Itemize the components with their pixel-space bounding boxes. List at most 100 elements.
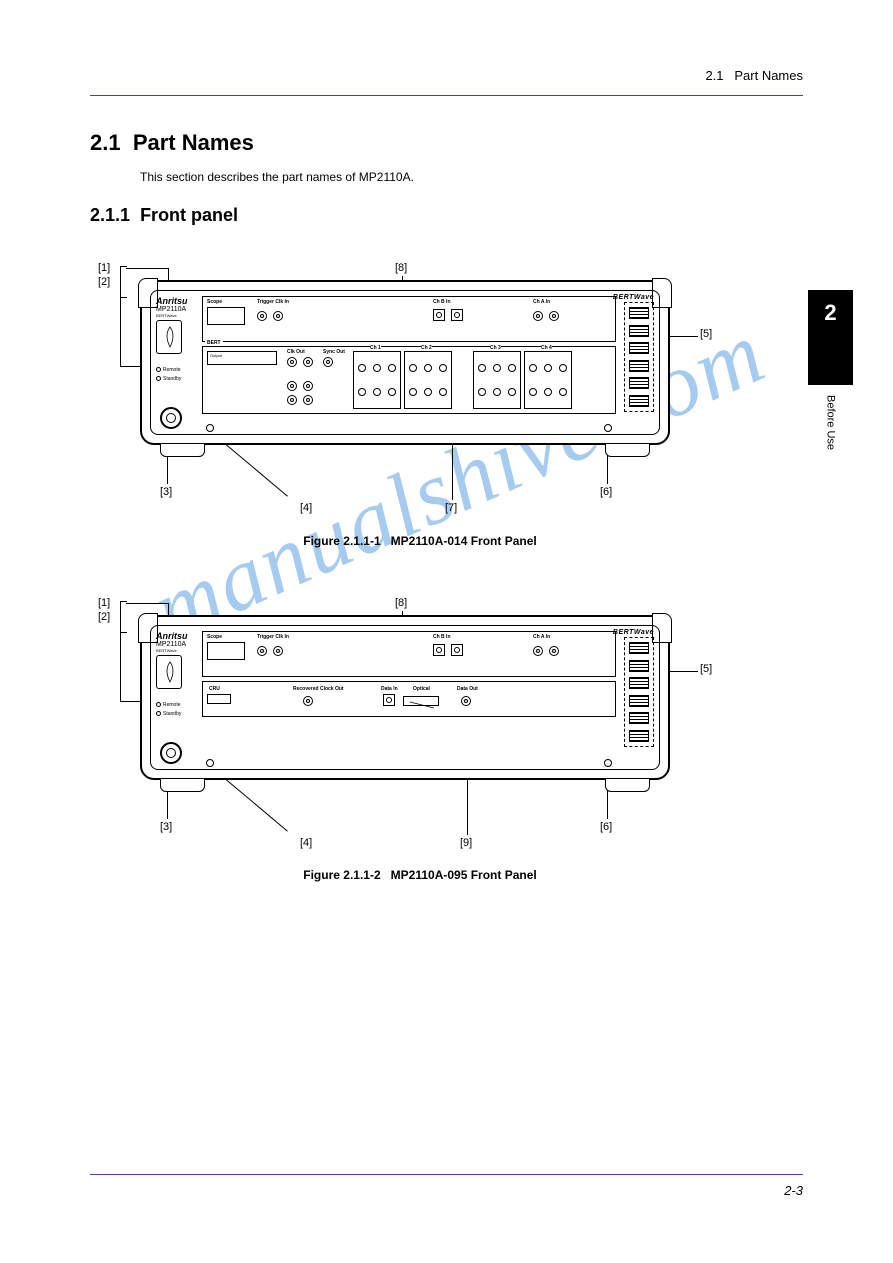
conn-trig2b[interactable] xyxy=(273,646,283,656)
recov-label: Recovered Clock Out xyxy=(293,686,344,692)
usb-port-2[interactable] xyxy=(629,325,649,337)
chb-in2-b[interactable] xyxy=(451,644,463,656)
foot-right2 xyxy=(605,778,650,792)
trigger-label: Trigger Clk In xyxy=(257,299,289,305)
ch3: Ch 3 xyxy=(490,345,501,351)
cha-in2b[interactable] xyxy=(549,646,559,656)
fig2-caption: Figure 2.1.1-2 MP2110A-095 Front Panel xyxy=(140,868,700,882)
din1[interactable] xyxy=(287,395,297,405)
cha-in1b[interactable] xyxy=(533,646,543,656)
figure-2: [1] [2] [8] [5] [3] [4] [9] [6] Anritsu … xyxy=(140,615,670,780)
opt-out[interactable] xyxy=(461,696,471,706)
usb-zone xyxy=(624,302,654,412)
fig2-callout-1: [1] xyxy=(98,597,110,609)
chapter-tab-label: Before Use xyxy=(808,395,853,595)
fig2-callout-8: [8] xyxy=(395,597,407,609)
fig1-callout-5: [5] xyxy=(700,328,712,340)
foot-left xyxy=(160,443,205,457)
fig2-callout-3: [3] xyxy=(160,821,172,833)
recov-out[interactable] xyxy=(303,696,313,706)
sub-no: 2.1.1 xyxy=(90,205,130,225)
section-name: Part Names xyxy=(133,130,254,155)
cru-label: CRU xyxy=(209,686,220,692)
subsection-title: 2.1.1 Front panel xyxy=(90,205,238,226)
section-title: 2.1 Part Names xyxy=(90,130,254,156)
fig1-cap-txt: MP2110A-014 Front Panel xyxy=(391,534,537,548)
logo-area: Anritsu MP2110A BERTWave xyxy=(156,296,188,318)
header-section-ref: 2.1 Part Names xyxy=(705,68,803,83)
brand2: Anritsu xyxy=(156,631,188,641)
cha-in1[interactable] xyxy=(533,311,543,321)
usb-port-6[interactable] xyxy=(629,395,649,407)
chb-in-b[interactable] xyxy=(433,644,445,656)
line-c2v xyxy=(120,276,121,366)
bert-panel: BERT Output Clk Out Sync Out Ch 1 Ch 2 xyxy=(202,346,616,414)
led-standby2: Standby xyxy=(163,711,181,717)
usb-zone2 xyxy=(624,637,654,747)
usb-port-4[interactable] xyxy=(629,360,649,372)
model-sub: BERTWave xyxy=(156,313,188,318)
clk1[interactable] xyxy=(287,357,297,367)
chb-in2[interactable] xyxy=(451,309,463,321)
sync1[interactable] xyxy=(323,357,333,367)
eco-badge2 xyxy=(156,655,182,689)
usb-port-3[interactable] xyxy=(629,342,649,354)
fig1-callout-2: [2] xyxy=(98,276,110,288)
datain-label: Data In xyxy=(381,686,398,692)
opt-in[interactable] xyxy=(383,694,395,706)
usb2-1[interactable] xyxy=(629,642,649,654)
clk2[interactable] xyxy=(303,357,313,367)
f2-line-c1 xyxy=(126,603,168,604)
chapter-tab: 2 xyxy=(808,290,853,385)
device-front-2: Anritsu MP2110A BERTWave Remote Standby … xyxy=(140,615,670,780)
foot-left2 xyxy=(160,778,205,792)
din2[interactable] xyxy=(303,395,313,405)
scope-panel2: Scope Trigger Clk In Ch B In Ch A In xyxy=(202,631,616,677)
fig1-callout-8: [8] xyxy=(395,262,407,274)
usb2-3[interactable] xyxy=(629,677,649,689)
dout1[interactable] xyxy=(287,381,297,391)
ch2-cluster: Ch 2 xyxy=(404,351,452,409)
ch4: Ch 4 xyxy=(541,345,552,351)
trigger-label2: Trigger Clk In xyxy=(257,634,289,640)
fig2-callout-6: [6] xyxy=(600,821,612,833)
sync-label: Sync Out xyxy=(323,349,345,355)
usb2-2[interactable] xyxy=(629,660,649,672)
clk-label: Clk Out xyxy=(287,349,305,355)
conn-trig1[interactable] xyxy=(257,311,267,321)
cru-status xyxy=(207,694,231,704)
power-button[interactable] xyxy=(160,407,182,429)
fig2-callout-2: [2] xyxy=(98,611,110,623)
usb2-6[interactable] xyxy=(629,730,649,742)
fig1-callout-3: [3] xyxy=(160,486,172,498)
header-rule xyxy=(90,95,803,96)
led-remote2: Remote xyxy=(163,702,181,708)
usb-port-5[interactable] xyxy=(629,377,649,389)
output-boxes: Output xyxy=(207,351,277,365)
cha-label: Ch A In xyxy=(533,299,550,305)
fig1-callout-1: [1] xyxy=(98,262,110,274)
power-button2[interactable] xyxy=(160,742,182,764)
sub-name: Front panel xyxy=(140,205,238,225)
output-label: Output xyxy=(210,353,222,358)
gnd-screw-2 xyxy=(604,424,612,432)
dout2[interactable] xyxy=(303,381,313,391)
conn-trig2[interactable] xyxy=(273,311,283,321)
fig2-callout-9: [9] xyxy=(460,837,472,849)
ch3-cluster: Ch 3 xyxy=(473,351,521,409)
model: MP2110A xyxy=(156,306,188,313)
fig1-callout-7: [7] xyxy=(445,502,457,514)
usb-port-1[interactable] xyxy=(629,307,649,319)
usb2-4[interactable] xyxy=(629,695,649,707)
usb2-5[interactable] xyxy=(629,712,649,724)
led-group2: Remote Standby xyxy=(156,701,181,719)
fig2-cap-no: Figure 2.1.1-2 xyxy=(303,868,380,882)
dataout-label: Data Out xyxy=(457,686,478,692)
ch1-cluster: Ch 1 xyxy=(353,351,401,409)
conn-trig1b[interactable] xyxy=(257,646,267,656)
chb-in[interactable] xyxy=(433,309,445,321)
page-number: 2-3 xyxy=(784,1183,803,1198)
logo-area2: Anritsu MP2110A BERTWave xyxy=(156,631,188,653)
optical-label: Optical xyxy=(413,686,430,692)
cha-in2[interactable] xyxy=(549,311,559,321)
